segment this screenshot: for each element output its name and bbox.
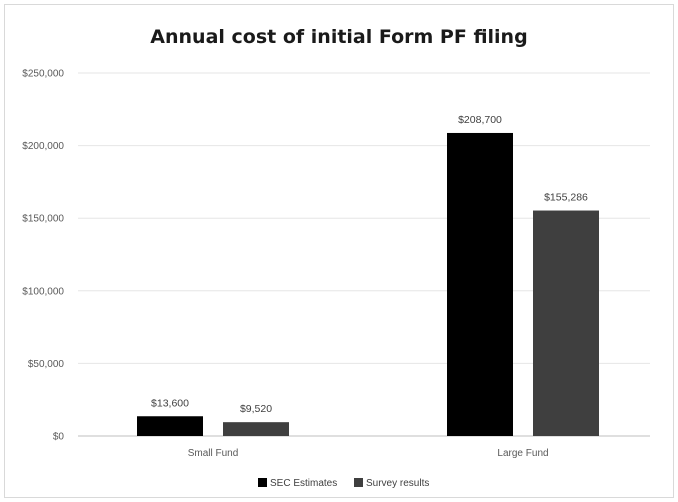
chart-title: Annual cost of initial Form PF filing [150,26,528,48]
data-label: $9,520 [240,403,272,415]
x-category-label: Large Fund [497,448,548,459]
y-tick-label: $200,000 [22,141,64,152]
x-category-label: Small Fund [188,448,239,459]
data-label: $13,600 [151,397,189,409]
legend-swatch [354,478,363,487]
data-label: $155,286 [544,192,588,204]
bar [137,416,203,436]
legend-swatch [258,478,267,487]
y-tick-label: $50,000 [28,359,65,370]
bar [533,210,599,436]
y-tick-label: $150,000 [22,214,64,225]
bar [223,422,289,436]
legend-label: SEC Estimates [270,478,337,489]
legend-label: Survey results [366,478,429,489]
bar [447,132,513,437]
data-label: $208,700 [458,114,502,126]
y-tick-label: $0 [53,432,65,443]
y-tick-label: $100,000 [22,286,64,297]
y-tick-label: $250,000 [22,69,64,80]
